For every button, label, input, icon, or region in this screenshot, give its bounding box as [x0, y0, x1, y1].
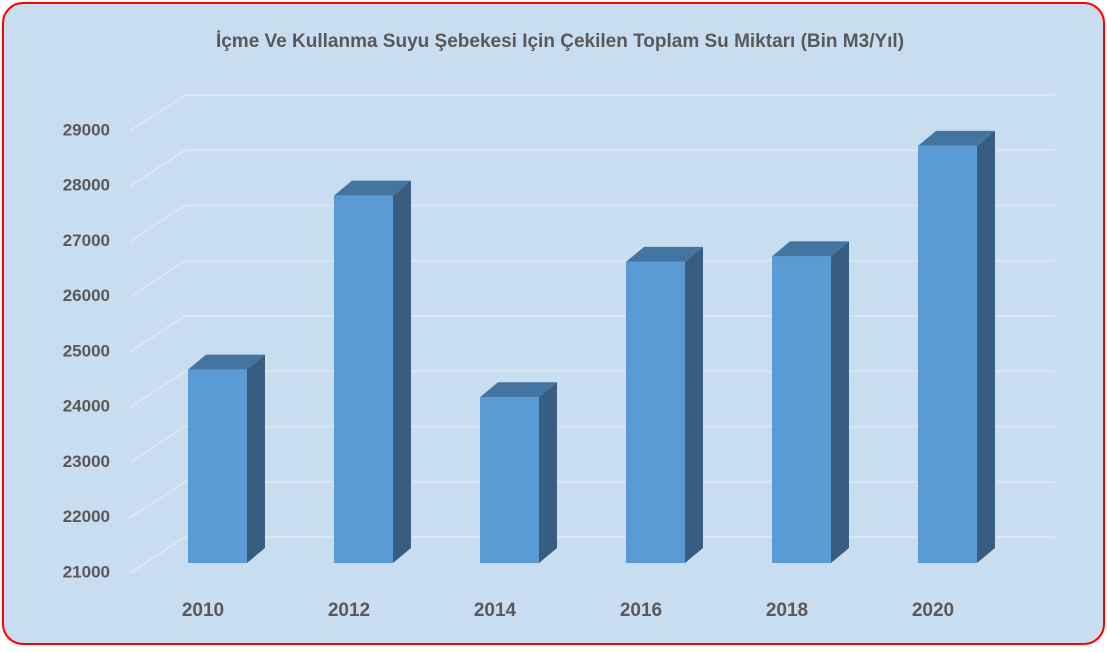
bar-side: [831, 241, 849, 564]
bar-top: [772, 241, 849, 257]
bar: [334, 195, 393, 563]
y-tick-label: 23000: [63, 452, 110, 471]
bar: [188, 369, 247, 563]
x-tick-label: 2012: [328, 600, 370, 621]
y-tick-label: 25000: [63, 341, 110, 360]
y-tick-label: 24000: [63, 397, 110, 416]
grid-line: [129, 480, 186, 519]
bar-top: [188, 354, 265, 370]
bar-side: [685, 246, 703, 563]
bar: [480, 397, 539, 563]
grid-line: [129, 536, 186, 574]
y-tick-label: 27000: [63, 231, 110, 250]
grid-line: [129, 259, 186, 298]
grid-line: [129, 94, 186, 132]
y-tick-label: 21000: [63, 562, 110, 581]
y-tick-label: 28000: [63, 176, 110, 195]
grid-line: [129, 425, 186, 464]
x-tick-label: 2010: [182, 600, 224, 621]
x-tick-label: 2018: [766, 600, 808, 621]
bar: [772, 256, 831, 563]
bar-side: [539, 382, 557, 563]
x-tick-label: 2016: [620, 600, 662, 621]
x-tick-label: 2020: [912, 600, 954, 621]
bar-top: [334, 180, 411, 196]
bar: [626, 261, 685, 563]
grid-line: [129, 149, 186, 188]
grid-line: [129, 370, 186, 409]
x-tick-label: 2014: [474, 600, 517, 621]
y-tick-label: 22000: [63, 507, 110, 526]
grid-line: [129, 204, 186, 243]
bar-top: [918, 130, 995, 146]
bar: [918, 145, 977, 564]
bar-top: [626, 246, 703, 262]
bar-side: [393, 180, 411, 563]
bar-top: [480, 382, 557, 398]
bar-side: [247, 354, 265, 563]
y-tick-label: 26000: [63, 286, 110, 305]
y-tick-label: 29000: [63, 120, 110, 139]
bar-side: [977, 130, 995, 564]
chart-title: İçme Ve Kullanma Suyu Şebekesi Için Çeki…: [216, 31, 904, 52]
grid-line: [129, 315, 186, 353]
